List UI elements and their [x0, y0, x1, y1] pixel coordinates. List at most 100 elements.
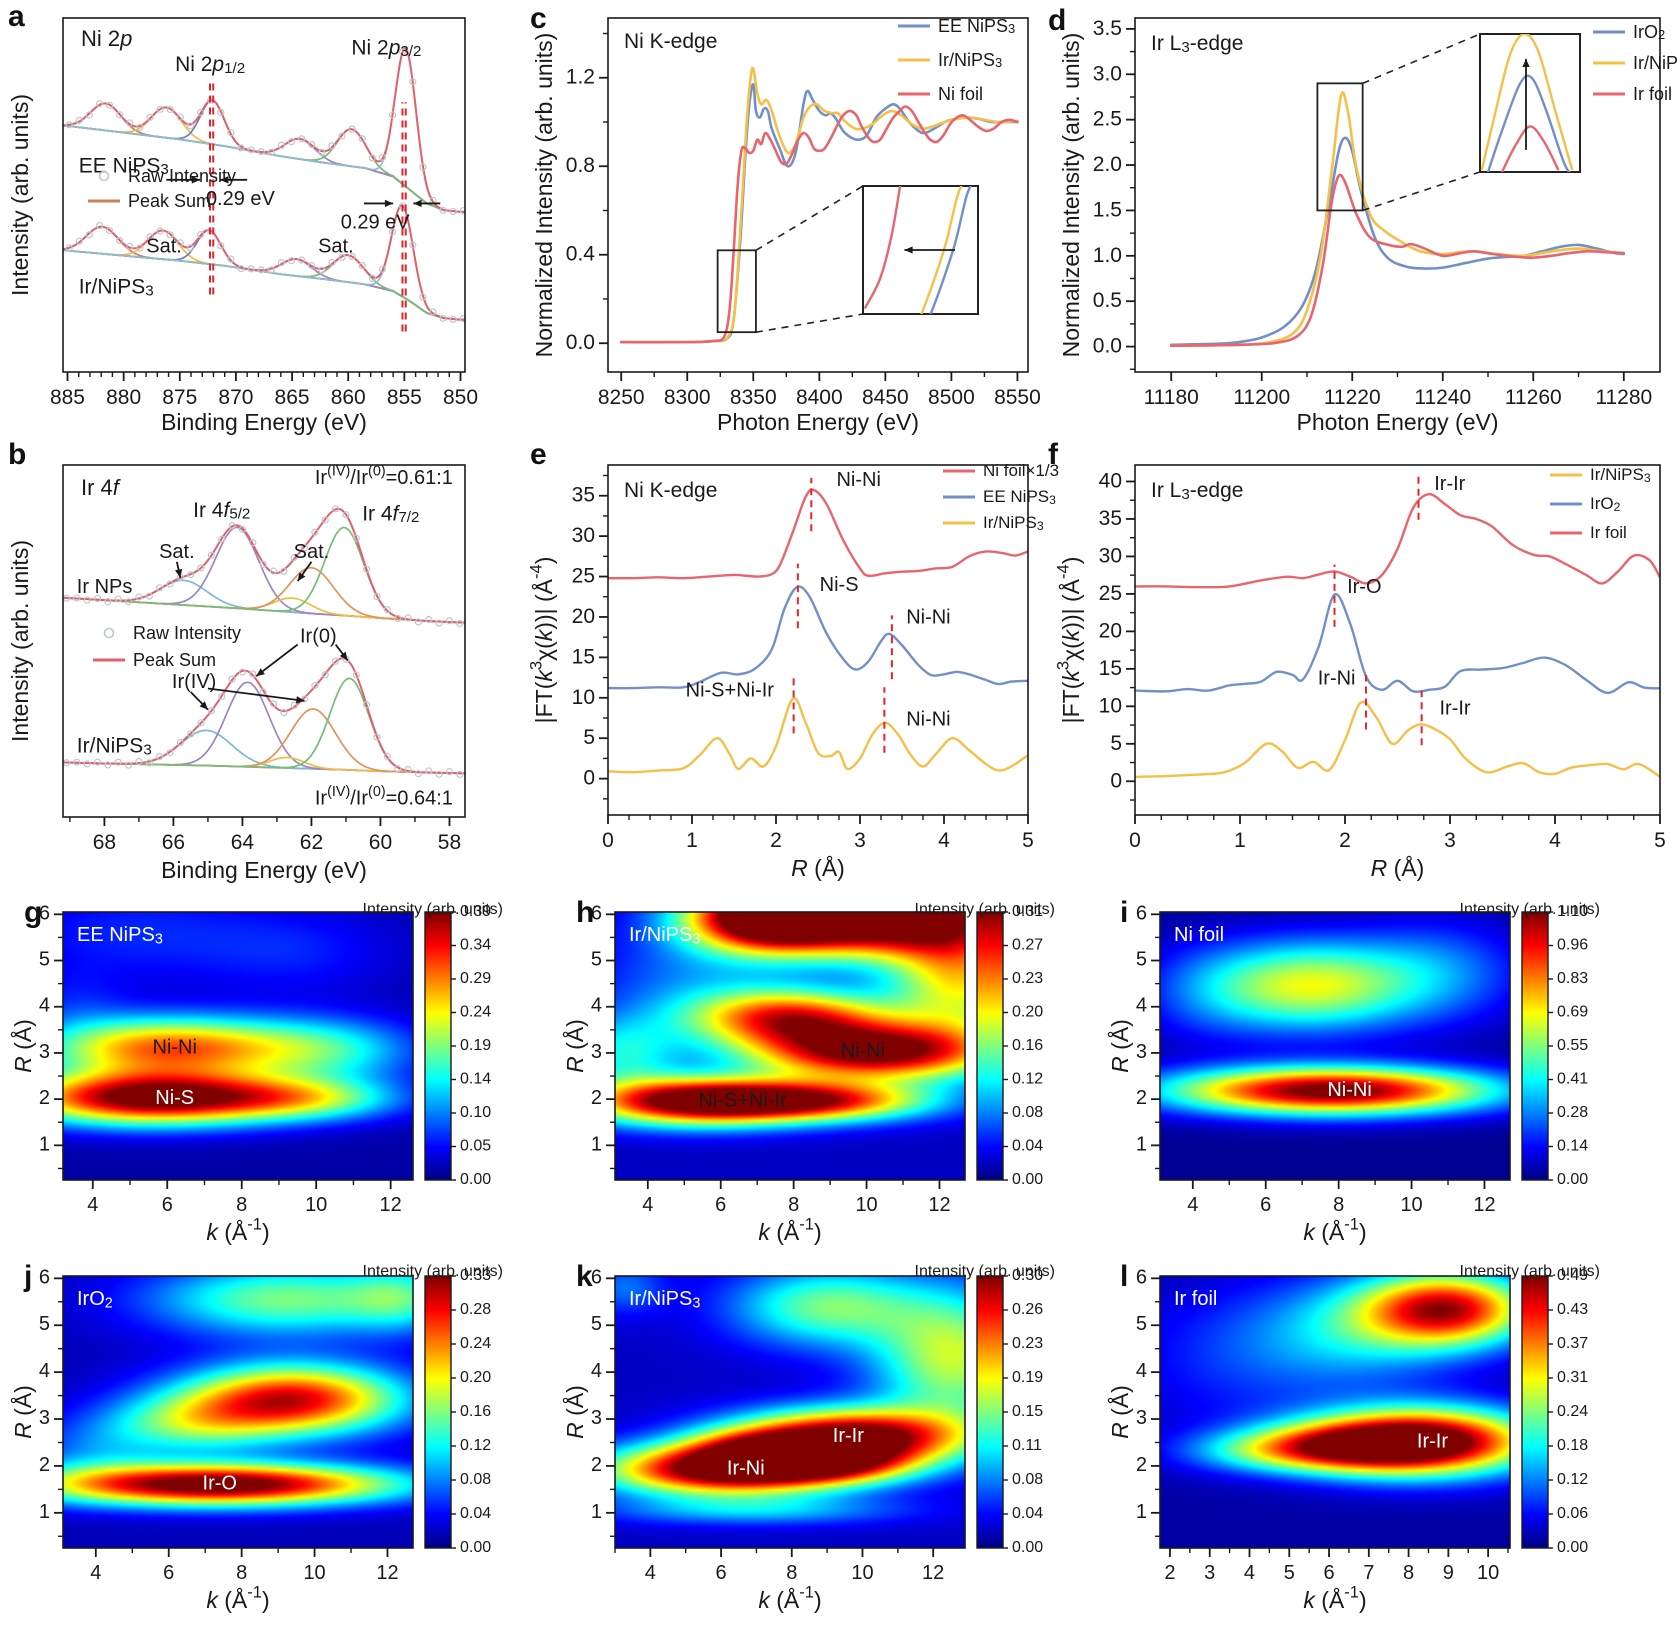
- raw-dot: [318, 266, 326, 274]
- raw-dot: [449, 207, 457, 216]
- raw-intensity-dots: [65, 48, 465, 216]
- raw-dot: [321, 516, 329, 524]
- series-line-0: [1169, 136, 1626, 347]
- y-tick-label: 10: [572, 685, 595, 708]
- x-tick-label: 11180: [1144, 386, 1199, 409]
- raw-dot: [93, 758, 102, 766]
- raw-dot: [207, 551, 215, 559]
- arrow-head: [384, 199, 394, 208]
- raw-dot: [394, 614, 402, 623]
- y-axis-label: R (Å): [561, 1385, 588, 1439]
- in-plot-label: Ir/NiPS3: [79, 275, 154, 299]
- x-axis-label: R (Å): [791, 854, 845, 881]
- in-plot-label: Ni-Ni: [1327, 1079, 1371, 1101]
- colorbar-tick-label: 0.37: [1557, 1335, 1588, 1352]
- colorbar-title: Intensity (arb. units): [915, 901, 1056, 918]
- x-tick-label: 4: [645, 1562, 656, 1584]
- raw-dot: [83, 596, 91, 604]
- raw-dot: [104, 761, 112, 769]
- arrow: [207, 687, 305, 702]
- raw-dot: [249, 670, 257, 678]
- y-tick-label: 1.5: [1093, 198, 1122, 221]
- colorbar-frame: [976, 911, 1004, 1181]
- heatmap-canvas-g: [63, 912, 413, 1180]
- x-tick-label: 11260: [1505, 386, 1562, 409]
- raw-dot: [348, 125, 356, 133]
- x-tick-label: 1: [1234, 829, 1246, 852]
- inset-series-2: [1500, 125, 1560, 172]
- raw-dot: [338, 132, 346, 140]
- raw-dot: [228, 675, 236, 683]
- legend: Ni foil×1/3 EE NiPS3 Ir/NiPS3: [943, 461, 1059, 533]
- panel-letter-a: a: [8, 0, 25, 33]
- x-tick-label: 10: [1400, 1194, 1422, 1216]
- plot-svg-b: Ir 4f Ir(IV)/Ir(0)=0.61:1 Ir 4f5/2 Ir 4f7/2…: [7, 463, 466, 883]
- raw-dot: [156, 752, 164, 761]
- panel-title: Ni foil: [1174, 924, 1224, 946]
- raw-dot: [342, 511, 350, 519]
- heatmap-canvas-h: [615, 912, 965, 1180]
- x-tick-label: 62: [300, 831, 323, 854]
- panel-letter-e: e: [530, 438, 547, 471]
- peak-sum: [63, 47, 465, 213]
- legend: Raw Intensity Peak Sum: [88, 166, 236, 211]
- raw-dot: [267, 266, 275, 274]
- raw-dot: [298, 256, 306, 264]
- x-tick-label: 10: [1477, 1562, 1499, 1584]
- y-tick-label: 3: [1136, 1041, 1147, 1063]
- raw-dot: [93, 594, 102, 603]
- colorbar-frame: [424, 1275, 452, 1549]
- in-plot-label: Ni-S+Ni-Ir: [686, 680, 775, 702]
- legend: IrO2 Ir/NiPS3 Ir foil: [1593, 22, 1678, 104]
- series-group: [63, 47, 465, 324]
- x-tick-label: 4: [87, 1194, 98, 1216]
- y-tick-label: 3.0: [1093, 62, 1122, 85]
- raw-dot: [85, 231, 93, 239]
- colorbar-frame: [1521, 1275, 1549, 1549]
- colorbar-tick-label: 0.00: [460, 1539, 491, 1556]
- x-tick-label: 4: [1244, 1562, 1255, 1584]
- raw-dot: [449, 315, 457, 324]
- raw-dot: [277, 258, 286, 267]
- plot-frame: [607, 17, 1029, 373]
- colorbar-l: [1522, 1276, 1548, 1548]
- y-tick-label: 1: [591, 1501, 602, 1523]
- y-tick-label: 6: [1136, 903, 1147, 925]
- series-line-2: [1135, 700, 1660, 778]
- arrow-head: [413, 199, 422, 208]
- raw-dot: [227, 129, 235, 137]
- y-tick-label: 3: [591, 1407, 602, 1429]
- raw-dot: [445, 768, 454, 776]
- series-line-1: [1135, 593, 1660, 695]
- raw-dot: [459, 314, 465, 323]
- plot-frame: [62, 17, 466, 373]
- raw-dot: [124, 598, 133, 606]
- raw-dot: [186, 244, 195, 252]
- raw-dot: [435, 770, 443, 778]
- raw-dot: [83, 760, 91, 768]
- raw-dot: [227, 255, 235, 263]
- raw-dot: [166, 105, 174, 114]
- y-tick-label: 0.5: [1093, 289, 1122, 312]
- panel-letter-d: d: [1048, 4, 1067, 37]
- raw-dot: [218, 692, 226, 701]
- panel-title: Ir/NiPS3: [629, 1288, 700, 1311]
- y-tick-label: 4: [591, 1360, 602, 1382]
- x-tick-label: 68: [93, 831, 116, 854]
- x-tick-label: 8550: [994, 386, 1041, 409]
- x-axis-label: Binding Energy (eV): [161, 409, 367, 435]
- raw-dot: [311, 681, 319, 690]
- y-tick-label: 6: [591, 903, 602, 925]
- inset-series-group: [864, 186, 972, 314]
- panel-title: Ni K-edge: [624, 479, 717, 502]
- raw-dot: [228, 521, 236, 530]
- y-tick-label: 4: [1136, 995, 1147, 1017]
- y-tick-label: 6: [591, 1267, 602, 1289]
- panel-j-wavelet-iro2: j IrO2 Ir-O 4 6 8 10 12 1 2 3 4 5 6 k (Å-1) R (Å) 0.33 0.…: [0, 1240, 520, 1632]
- raw-dot: [419, 293, 427, 301]
- panel-title: Ir L3-edge: [1151, 479, 1243, 503]
- raw-dot: [136, 244, 144, 252]
- plot-frame: [614, 1275, 966, 1549]
